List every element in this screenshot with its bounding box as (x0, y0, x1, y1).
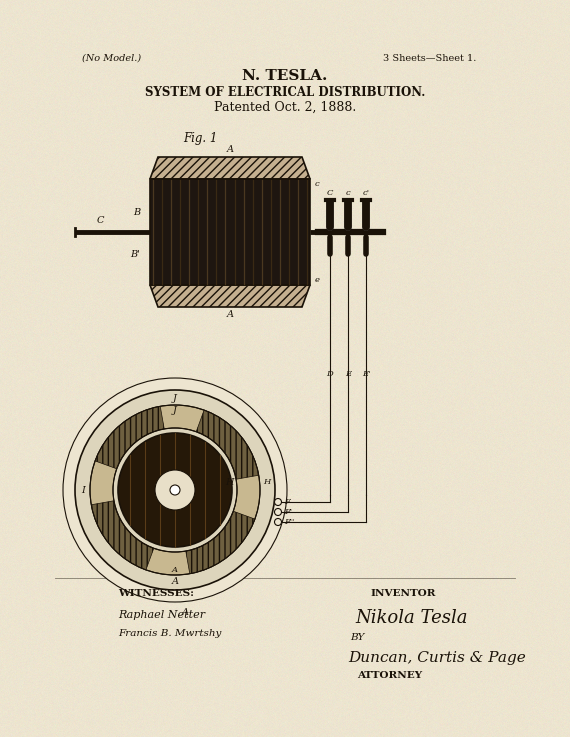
Circle shape (90, 405, 260, 575)
Text: A: A (172, 566, 178, 574)
Text: J: J (173, 405, 177, 414)
Wedge shape (95, 406, 164, 469)
Text: F'': F'' (284, 518, 294, 526)
Circle shape (113, 428, 237, 552)
Wedge shape (91, 500, 154, 570)
Text: Fig. 1: Fig. 1 (183, 131, 217, 144)
Text: c: c (345, 189, 351, 197)
Text: Raphael Netter: Raphael Netter (118, 610, 205, 620)
Circle shape (275, 509, 282, 515)
Text: C: C (96, 215, 104, 225)
Bar (150, 179, 310, 285)
Polygon shape (150, 285, 310, 307)
Text: Nikola Tesla: Nikola Tesla (355, 609, 467, 627)
Circle shape (118, 433, 232, 547)
Text: I: I (81, 486, 85, 495)
Text: Francis B. Mwrtshy: Francis B. Mwrtshy (118, 629, 221, 638)
Text: N. TESLA.: N. TESLA. (242, 69, 328, 83)
Text: Patented Oct. 2, 1888.: Patented Oct. 2, 1888. (214, 100, 356, 113)
Text: J: J (173, 394, 177, 402)
Text: E': E' (362, 370, 370, 378)
Text: F': F' (284, 508, 292, 516)
Circle shape (275, 498, 282, 506)
Text: F: F (284, 498, 290, 506)
Text: e: e (315, 276, 320, 284)
Circle shape (275, 519, 282, 525)
Text: Duncan, Curtis & Page: Duncan, Curtis & Page (348, 651, 526, 665)
Text: D: D (327, 370, 333, 378)
Text: c': c' (363, 189, 369, 197)
Text: H: H (225, 478, 233, 486)
Wedge shape (196, 410, 259, 479)
Text: C: C (327, 189, 333, 197)
Circle shape (170, 485, 180, 495)
Circle shape (155, 470, 195, 510)
Text: 3 Sheets—Sheet 1.: 3 Sheets—Sheet 1. (383, 54, 477, 63)
Polygon shape (150, 157, 310, 179)
Text: B: B (133, 208, 140, 217)
Text: H: H (263, 478, 271, 486)
Text: c: c (315, 180, 320, 188)
Text: A: A (172, 578, 178, 587)
Text: (No Model.): (No Model.) (83, 54, 141, 63)
Circle shape (63, 378, 287, 602)
Text: ATTORNEY: ATTORNEY (357, 671, 422, 680)
Text: WITNESSES:: WITNESSES: (118, 590, 194, 598)
Text: A: A (226, 310, 234, 319)
Text: BY: BY (350, 634, 364, 643)
Text: B': B' (131, 250, 140, 259)
Text: SYSTEM OF ELECTRICAL DISTRIBUTION.: SYSTEM OF ELECTRICAL DISTRIBUTION. (145, 85, 425, 99)
Wedge shape (186, 511, 255, 573)
Text: A: A (226, 145, 234, 154)
Text: INVENTOR: INVENTOR (370, 590, 435, 598)
Circle shape (75, 390, 275, 590)
Text: E: E (345, 370, 351, 378)
Text: A: A (181, 608, 189, 617)
